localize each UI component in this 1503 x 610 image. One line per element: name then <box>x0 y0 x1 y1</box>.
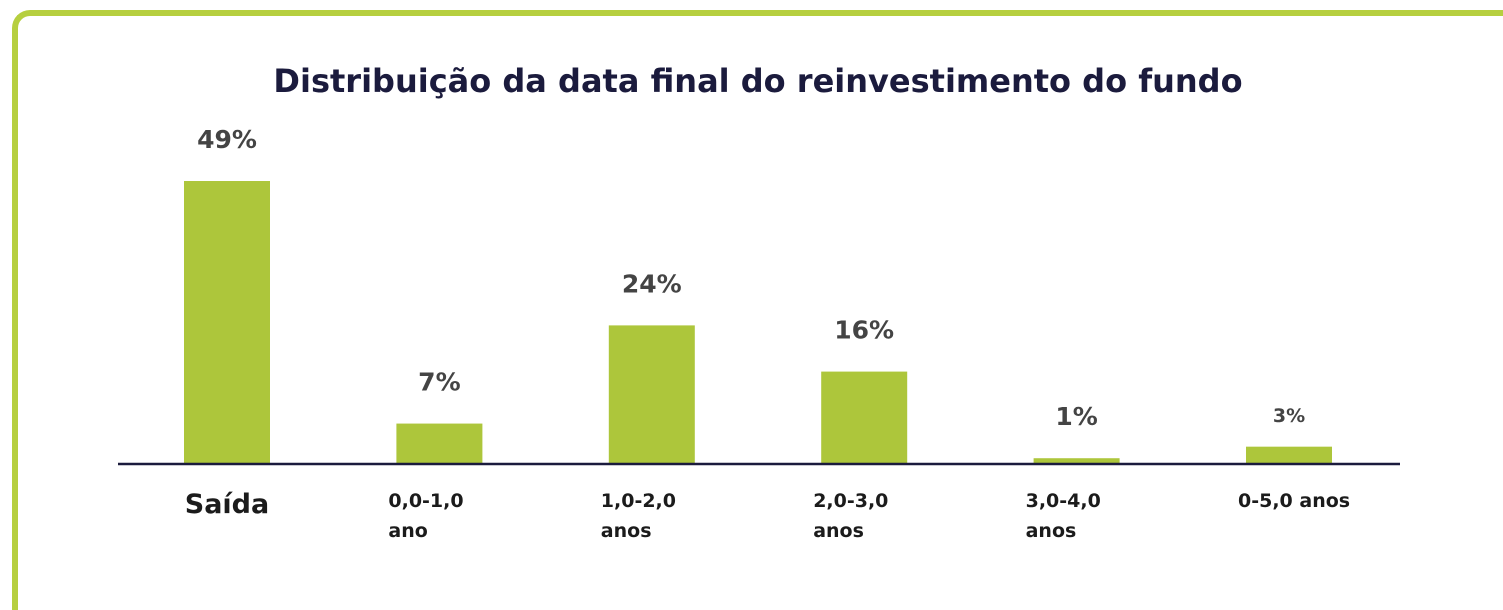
value-label: 24% <box>622 269 682 298</box>
bar <box>821 371 908 464</box>
card <box>12 10 1503 610</box>
value-label: 7% <box>418 368 460 397</box>
category-label: 0-5,0 anos <box>1238 490 1351 512</box>
category-label: 0,0-1,0 ano <box>388 490 464 542</box>
value-label: 3% <box>1273 405 1305 427</box>
chart-title: Distribuição da data final do reinvestim… <box>273 62 1242 100</box>
category-label: 3,0-4,0 anos <box>1025 490 1101 542</box>
bar <box>1033 458 1120 464</box>
value-label: 49% <box>197 125 257 154</box>
value-label: 16% <box>834 316 894 345</box>
value-label: 1% <box>1055 402 1097 431</box>
bar <box>1246 446 1332 464</box>
chart: Distribuição da data final do reinvestim… <box>118 62 1400 466</box>
bar <box>396 423 483 464</box>
bar <box>184 181 270 464</box>
category-label: Saída <box>184 489 270 520</box>
category-label: 1,0-2,0 anos <box>600 490 676 542</box>
category-label: 2,0-3,0 anos <box>813 490 889 542</box>
bar <box>608 325 695 464</box>
